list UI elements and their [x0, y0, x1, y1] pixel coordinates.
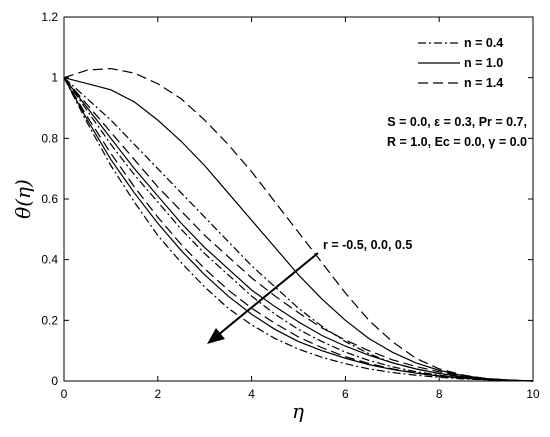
legend: n = 0.4 n = 1.0 n = 1.4 — [418, 36, 503, 90]
series-line-1 — [63, 67, 534, 382]
y-tick-label-6: 1.2 — [41, 10, 58, 24]
y-tick-label-1: 0.2 — [41, 313, 58, 327]
series-line-6 — [63, 77, 534, 382]
ticks-layer: 0 2 4 6 8 10 0 0.2 0.4 0.6 0.8 1 1.2 — [41, 10, 540, 401]
y-tick-label-2: 0.4 — [41, 253, 58, 267]
x-tick-label-4: 8 — [436, 387, 443, 401]
series-line-8 — [63, 77, 534, 382]
x-tick-label-2: 4 — [248, 387, 255, 401]
legend-label-1: n = 0.4 — [464, 36, 503, 50]
x-tick-label-3: 6 — [342, 387, 349, 401]
legend-label-3: n = 1.4 — [464, 76, 503, 90]
legend-label-2: n = 1.0 — [464, 56, 503, 70]
arrow-head — [207, 328, 225, 344]
trend-arrow — [207, 252, 319, 344]
arrow-shaft — [211, 252, 319, 341]
series-layer — [63, 67, 534, 382]
parameters-line-1: S = 0.0, ε = 0.3, Pr = 0.7, — [387, 115, 527, 129]
x-tick-label-5: 10 — [526, 387, 540, 401]
plot-frame — [63, 16, 534, 382]
series-line-4 — [63, 77, 534, 382]
y-tick-label-5: 1 — [51, 71, 58, 85]
x-axis-label: η — [292, 399, 304, 423]
y-tick-label-0: 0 — [51, 374, 58, 388]
y-tick-label-4: 0.8 — [41, 131, 58, 145]
x-tick-label-0: 0 — [61, 387, 68, 401]
y-tick-label-3: 0.6 — [41, 192, 58, 206]
x-tick-label-1: 2 — [154, 387, 161, 401]
parameters-line-2: R = 1.0, Ec = 0.0, γ = 0.0 — [387, 135, 527, 149]
series-line-9 — [63, 77, 534, 382]
arrow-label: r = -0.5, 0.0, 0.5 — [323, 238, 412, 252]
series-line-2 — [63, 77, 534, 382]
y-axis-label: θ(η) — [11, 179, 35, 219]
series-line-5 — [63, 77, 534, 382]
